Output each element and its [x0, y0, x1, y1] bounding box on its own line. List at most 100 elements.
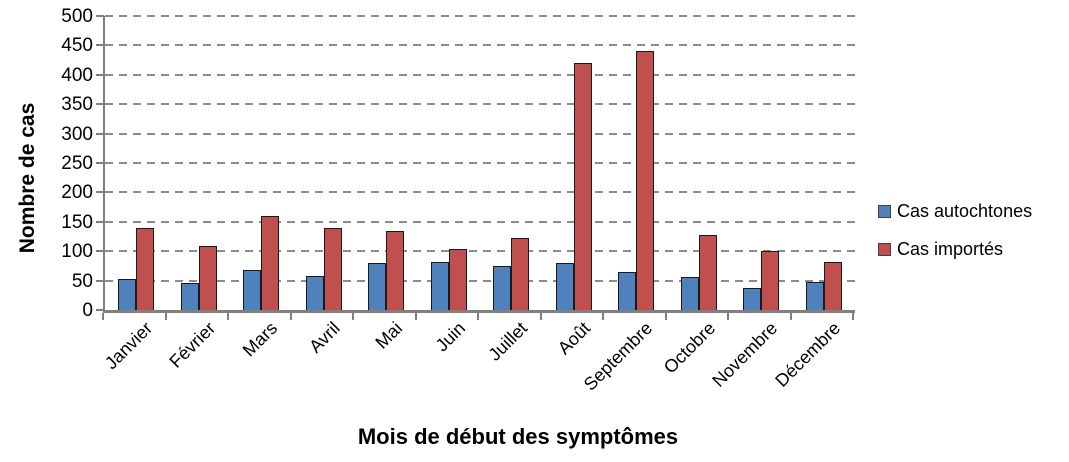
x-axis-title: Mois de début des symptômes: [357, 424, 679, 449]
bar-autochtones-novembre: [743, 288, 762, 310]
x-tick-mark: [789, 313, 792, 320]
y-tick-label-100: 100: [61, 241, 93, 263]
bar-autochtones-décembre: [805, 282, 824, 310]
bar-autochtones-avril: [305, 276, 324, 310]
x-tick-mark: [289, 313, 292, 320]
bar-autochtones-février: [180, 283, 199, 310]
x-tick-mark: [227, 313, 229, 320]
gridline-300: [105, 132, 855, 135]
x-tick-mark: [602, 313, 604, 320]
bar-group-mai: [355, 16, 418, 310]
x-tick-mark: [352, 313, 354, 320]
x-tick-mark: [664, 313, 667, 320]
y-tick-label-500: 500: [61, 6, 93, 27]
legend: Cas autochtones Cas importés: [878, 202, 1032, 278]
bar-importes-mai: [386, 231, 405, 310]
y-tick-label-350: 350: [61, 94, 93, 116]
bar-importes-novembre: [761, 251, 780, 310]
legend-label: Cas autochtones: [897, 201, 1033, 221]
bar-group-août: [543, 16, 606, 310]
bar-importes-avril: [323, 228, 342, 310]
x-tick-label-mars: Mars: [238, 318, 282, 361]
gridline-50: [105, 279, 855, 282]
x-tick-label-juillet: Juillet: [484, 318, 532, 365]
y-tick-label-0: 0: [82, 300, 93, 321]
x-tick-label-août: Août: [553, 318, 594, 359]
y-tick-mark: [96, 44, 104, 47]
bar-group-septembre: [605, 16, 668, 310]
y-tick-mark: [96, 132, 104, 135]
y-tick-mark: [96, 220, 104, 223]
x-tick-label-novembre: Novembre: [708, 318, 782, 391]
y-tick-mark: [96, 191, 104, 194]
y-tick-label-50: 50: [71, 270, 93, 292]
y-tick-mark: [96, 103, 104, 106]
x-tick-mark: [852, 313, 854, 320]
legend-swatch-icon: [878, 242, 891, 256]
gridline-450: [105, 44, 855, 47]
bar-group-juillet: [480, 16, 543, 310]
bar-importes-août: [573, 63, 592, 310]
x-tick-label-juin: Juin: [431, 318, 469, 356]
bar-importes-septembre: [636, 51, 655, 310]
bar-importes-mars: [261, 216, 280, 310]
bar-autochtones-mai: [368, 263, 387, 310]
gridline-250: [105, 162, 855, 164]
legend-item-autochtones: Cas autochtones: [878, 202, 1032, 220]
gridline-100: [105, 250, 855, 253]
bar-importes-juin: [448, 249, 467, 310]
y-tick-mark: [96, 250, 104, 253]
x-tick-label-avril: Avril: [305, 318, 344, 357]
legend-swatch-icon: [878, 204, 891, 218]
bar-importes-janvier: [136, 228, 155, 310]
bar-autochtones-août: [555, 263, 574, 310]
bar-autochtones-juin: [430, 262, 449, 310]
x-tick-mark: [164, 313, 167, 320]
bar-group-octobre: [668, 16, 731, 310]
bar-group-juin: [418, 16, 481, 310]
x-tick-mark: [477, 313, 479, 320]
bar-group-avril: [293, 16, 356, 310]
x-tick-mark: [727, 313, 729, 320]
gridline-200: [105, 191, 855, 194]
y-tick-mark: [96, 279, 104, 282]
bar-importes-octobre: [698, 235, 717, 310]
bar-group-janvier: [105, 16, 168, 310]
gridline-400: [105, 73, 855, 76]
y-tick-label-150: 150: [61, 211, 93, 233]
legend-label: Cas importés: [897, 239, 1004, 259]
x-tick-label-mai: Mai: [371, 318, 407, 353]
y-tick-label-300: 300: [61, 123, 93, 145]
bar-autochtones-septembre: [618, 272, 637, 310]
bar-importes-décembre: [823, 262, 842, 310]
y-tick-mark: [96, 73, 104, 76]
bar-autochtones-janvier: [118, 279, 137, 310]
bar-group-novembre: [730, 16, 793, 310]
x-tick-label-janvier: Janvier: [101, 318, 157, 374]
y-axis-title: Nombre de cas: [16, 102, 39, 254]
bar-autochtones-octobre: [680, 277, 699, 310]
bar-importes-février: [198, 246, 217, 310]
x-tick-mark: [414, 313, 417, 320]
x-tick-label-février: Février: [165, 318, 219, 372]
y-tick-label-200: 200: [61, 182, 93, 204]
y-tick-mark: [96, 15, 104, 17]
x-tick-mark: [539, 313, 542, 320]
x-tick-label-décembre: Décembre: [771, 318, 844, 391]
bar-importes-juillet: [511, 238, 530, 310]
bar-autochtones-mars: [243, 270, 262, 310]
y-tick-label-400: 400: [61, 64, 93, 86]
bar-autochtones-juillet: [493, 266, 512, 310]
y-tick-mark: [96, 162, 104, 164]
plot-area: [103, 15, 856, 313]
gridline-350: [105, 103, 855, 106]
bar-group-décembre: [793, 16, 856, 310]
y-tick-label-450: 450: [61, 35, 93, 57]
legend-item-importes: Cas importés: [878, 240, 1032, 258]
x-tick-label-octobre: Octobre: [659, 318, 719, 378]
y-tick-mark: [96, 309, 104, 311]
gridline-500: [105, 15, 855, 17]
bar-group-février: [168, 16, 231, 310]
gridline-150: [105, 220, 855, 223]
